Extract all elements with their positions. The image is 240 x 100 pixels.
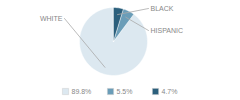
- svg-text:HISPANIC: HISPANIC: [151, 27, 184, 34]
- svg-text:4.7%: 4.7%: [162, 88, 178, 95]
- svg-text:5.5%: 5.5%: [117, 88, 133, 95]
- svg-text:BLACK: BLACK: [151, 5, 174, 12]
- svg-text:89.8%: 89.8%: [72, 88, 92, 95]
- svg-text:WHITE: WHITE: [40, 15, 63, 22]
